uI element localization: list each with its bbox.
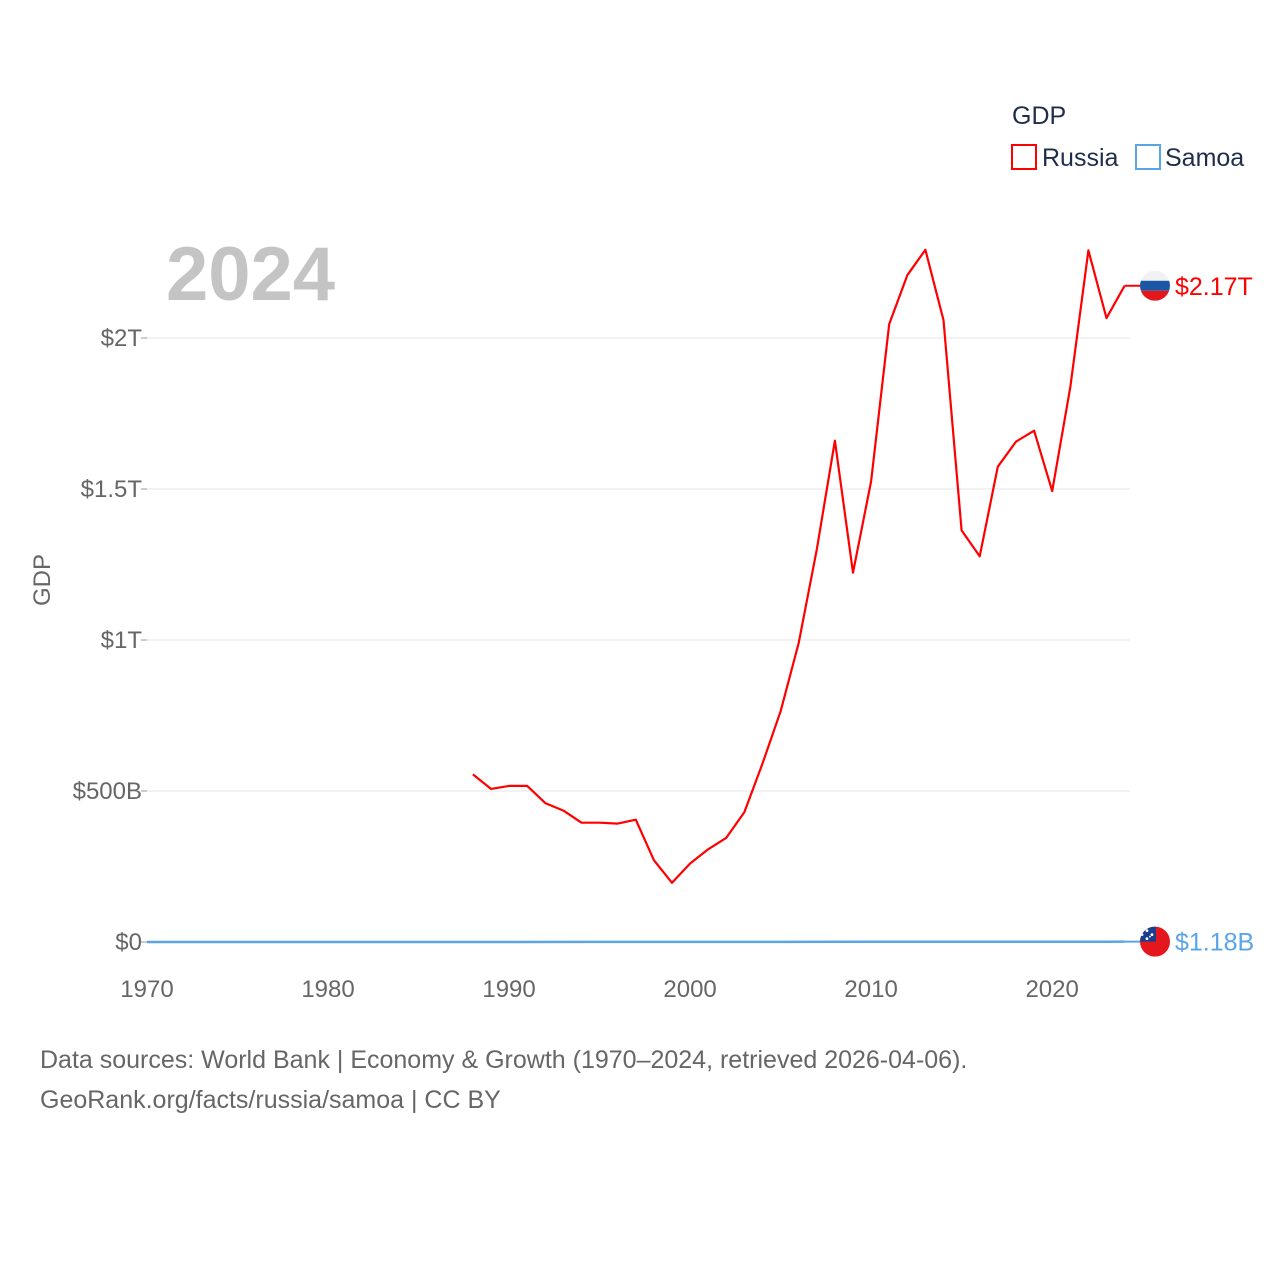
- legend-label-russia: Russia: [1042, 144, 1119, 172]
- year-label: 2024: [166, 232, 335, 317]
- y-tick-label: $2T: [101, 325, 143, 352]
- y-tick-label: $500B: [73, 778, 142, 805]
- series-line-russia: [472, 248, 1126, 884]
- legend-swatch-samoa: [1135, 144, 1161, 170]
- legend-item-russia[interactable]: Russia: [1011, 144, 1119, 172]
- x-tick-label: 2010: [844, 976, 897, 1003]
- legend: GDP Russia Samoa: [1011, 102, 1244, 172]
- legend-label-samoa: Samoa: [1165, 144, 1244, 172]
- y-axis-title: GDP: [29, 554, 56, 606]
- russia-end-marker: $2.17T: [1124, 270, 1253, 301]
- series-lines: [147, 248, 1126, 944]
- x-tick-label: 2000: [663, 976, 716, 1003]
- samoa-end-marker: $1.18B: [1124, 926, 1254, 957]
- x-axis-ticks: 1970 1980 1990 2000 2010 2020: [120, 976, 1079, 1003]
- x-tick-label: 1990: [482, 976, 535, 1003]
- russia-flag-icon: [1140, 270, 1170, 301]
- source-url-text: GeoRank.org/facts/russia/samoa | CC BY: [40, 1086, 501, 1114]
- x-tick-label: 1970: [120, 976, 173, 1003]
- gdp-line-chart: $0 $500B $1T $1.5T $2T 1970 1980 1990 2000 2010 2…: [29, 102, 1254, 1003]
- legend-title: GDP: [1012, 102, 1066, 130]
- x-tick-label: 1980: [301, 976, 354, 1003]
- russia-end-value: $2.17T: [1175, 273, 1253, 301]
- y-tick-label: $1.5T: [81, 476, 143, 503]
- y-tick-label: $0: [115, 929, 142, 956]
- legend-swatch-russia: [1011, 144, 1037, 170]
- samoa-end-value: $1.18B: [1175, 929, 1254, 957]
- legend-item-samoa[interactable]: Samoa: [1135, 144, 1244, 172]
- data-sources-text: Data sources: World Bank | Economy & Gro…: [40, 1046, 968, 1074]
- footer: Data sources: World Bank | Economy & Gro…: [40, 1040, 967, 1120]
- y-tick-label: $1T: [101, 627, 143, 654]
- samoa-flag-icon: [1140, 926, 1170, 957]
- y-axis-ticks: $0 $500B $1T $1.5T $2T: [73, 325, 147, 956]
- x-tick-label: 2020: [1025, 976, 1078, 1003]
- grid-lines: [147, 337, 1130, 792]
